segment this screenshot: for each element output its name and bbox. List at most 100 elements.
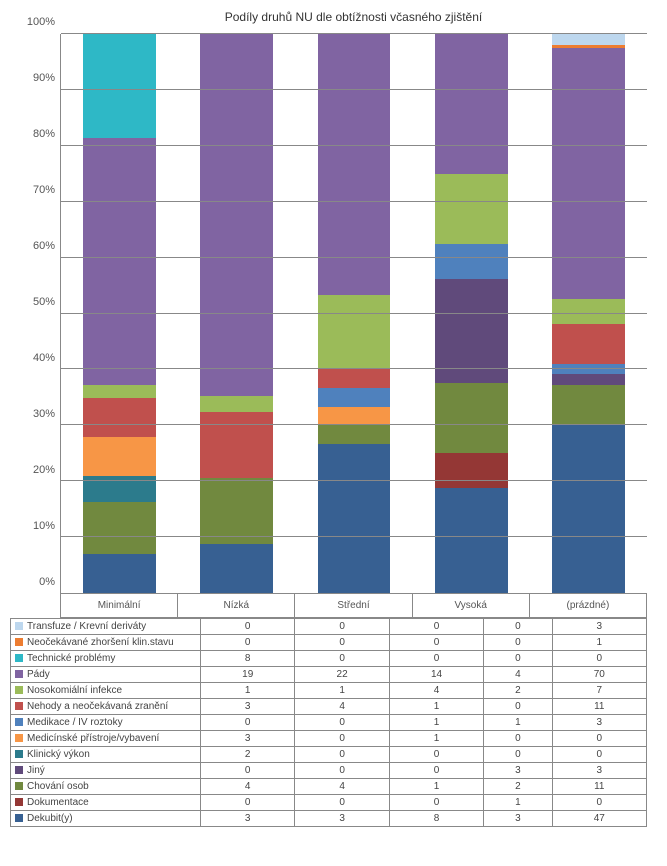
legend-cell: Technické problémy xyxy=(11,651,201,667)
legend-label: Technické problémy xyxy=(27,653,115,664)
bar-segment xyxy=(200,396,273,412)
bar-segment xyxy=(552,324,625,363)
value-cell: 70 xyxy=(552,667,646,683)
legend-cell: Neočekávané zhoršení klin.stavu xyxy=(11,635,201,651)
grid-line xyxy=(61,89,647,90)
bar-segment xyxy=(83,138,156,385)
bar-slot xyxy=(530,34,647,593)
y-tick-label: 70% xyxy=(33,184,55,196)
value-cell: 4 xyxy=(201,779,295,795)
legend-swatch xyxy=(15,702,23,710)
bar-segment xyxy=(318,425,391,444)
legend-swatch xyxy=(15,734,23,742)
value-cell: 0 xyxy=(295,651,389,667)
bar-slot xyxy=(61,34,178,593)
bar-segment xyxy=(318,295,391,370)
table-row: Jiný00033 xyxy=(11,763,647,779)
value-cell: 0 xyxy=(484,619,552,635)
x-axis-label: Minimální xyxy=(60,594,178,618)
bar-segment xyxy=(552,374,625,385)
value-cell: 0 xyxy=(552,795,646,811)
value-cell: 1 xyxy=(389,699,483,715)
bar-slot xyxy=(295,34,412,593)
y-tick-label: 60% xyxy=(33,240,55,252)
grid-line xyxy=(61,480,647,481)
legend-label: Medikace / IV roztoky xyxy=(27,717,123,728)
plot-area xyxy=(60,34,647,594)
value-cell: 4 xyxy=(484,667,552,683)
chart-area: 0%10%20%30%40%50%60%70%80%90%100% xyxy=(10,34,647,594)
value-cell: 1 xyxy=(552,635,646,651)
value-cell: 8 xyxy=(201,651,295,667)
legend-cell: Medicínské přístroje/vybavení xyxy=(11,731,201,747)
value-cell: 0 xyxy=(295,795,389,811)
bar-slot xyxy=(413,34,530,593)
bar-segment xyxy=(83,34,156,138)
value-cell: 0 xyxy=(295,763,389,779)
y-tick-label: 80% xyxy=(33,128,55,140)
legend-cell: Dekubit(y) xyxy=(11,811,201,827)
value-cell: 8 xyxy=(389,811,483,827)
table-row: Klinický výkon20000 xyxy=(11,747,647,763)
value-cell: 1 xyxy=(389,731,483,747)
legend-swatch xyxy=(15,638,23,646)
value-cell: 19 xyxy=(201,667,295,683)
value-cell: 1 xyxy=(389,779,483,795)
x-axis-label: Nízká xyxy=(178,594,295,618)
bar-segment xyxy=(83,385,156,398)
y-tick-label: 90% xyxy=(33,72,55,84)
y-tick-label: 10% xyxy=(33,520,55,532)
legend-cell: Transfuze / Krevní deriváty xyxy=(11,619,201,635)
value-cell: 14 xyxy=(389,667,483,683)
table-row: Medikace / IV roztoky00113 xyxy=(11,715,647,731)
bar-segment xyxy=(552,385,625,424)
grid-line xyxy=(61,145,647,146)
value-cell: 0 xyxy=(552,731,646,747)
value-cell: 2 xyxy=(201,747,295,763)
x-axis-label: Střední xyxy=(295,594,412,618)
y-tick-label: 20% xyxy=(33,464,55,476)
value-cell: 3 xyxy=(295,811,389,827)
y-tick-label: 0% xyxy=(39,576,55,588)
table-row: Technické problémy80000 xyxy=(11,651,647,667)
grid-line xyxy=(61,201,647,202)
y-tick-label: 40% xyxy=(33,352,55,364)
legend-label: Pády xyxy=(27,669,50,680)
legend-cell: Chování osob xyxy=(11,779,201,795)
chart-container: Podíly druhů NU dle obtížnosti včasného … xyxy=(0,0,667,837)
legend-cell: Nosokomiální infekce xyxy=(11,683,201,699)
stacked-bar xyxy=(83,34,156,593)
data-table: Transfuze / Krevní deriváty00003Neočekáv… xyxy=(10,618,647,827)
value-cell: 0 xyxy=(201,715,295,731)
bar-segment xyxy=(552,48,625,299)
bar-slot xyxy=(178,34,295,593)
table-row: Nosokomiální infekce11427 xyxy=(11,683,647,699)
value-cell: 0 xyxy=(484,651,552,667)
legend-label: Dokumentace xyxy=(27,797,89,808)
bar-segment xyxy=(435,34,508,174)
stacked-bar xyxy=(435,34,508,593)
bar-segment xyxy=(83,398,156,437)
legend-swatch xyxy=(15,686,23,694)
value-cell: 11 xyxy=(552,699,646,715)
legend-swatch xyxy=(15,782,23,790)
value-cell: 1 xyxy=(484,715,552,731)
value-cell: 0 xyxy=(295,635,389,651)
value-cell: 0 xyxy=(484,747,552,763)
value-cell: 1 xyxy=(201,683,295,699)
legend-swatch xyxy=(15,750,23,758)
value-cell: 0 xyxy=(201,619,295,635)
value-cell: 3 xyxy=(552,715,646,731)
legend-label: Nehody a neočekávaná zranění xyxy=(27,701,168,712)
value-cell: 4 xyxy=(295,779,389,795)
value-cell: 3 xyxy=(201,699,295,715)
legend-cell: Jiný xyxy=(11,763,201,779)
value-cell: 0 xyxy=(295,715,389,731)
table-row: Dokumentace00010 xyxy=(11,795,647,811)
bar-segment xyxy=(318,407,391,426)
grid-line xyxy=(61,368,647,369)
bar-segment xyxy=(435,488,508,593)
legend-swatch xyxy=(15,718,23,726)
value-cell: 0 xyxy=(201,795,295,811)
legend-label: Transfuze / Krevní deriváty xyxy=(27,621,146,632)
